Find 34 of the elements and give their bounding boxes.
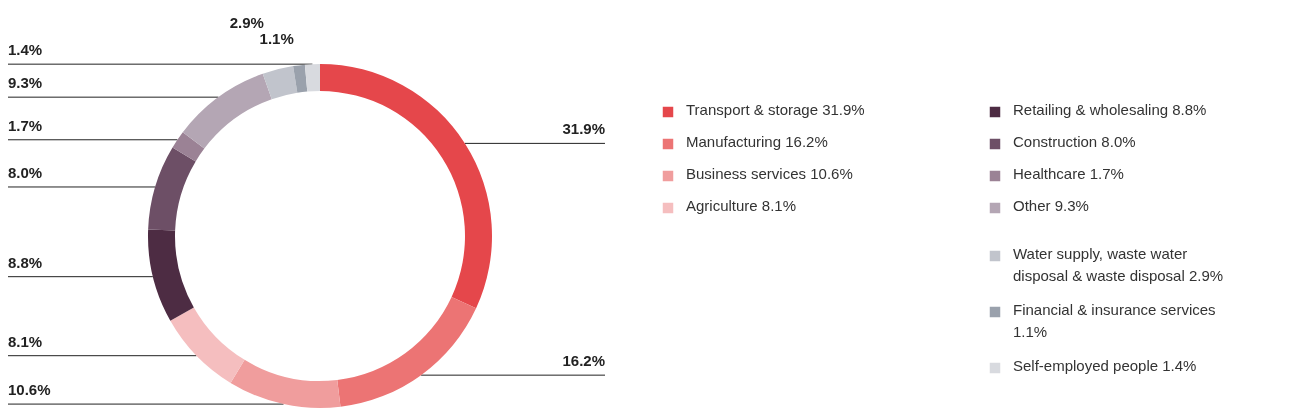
legend-label: Healthcare 1.7% xyxy=(1013,165,1124,182)
legend-label: Construction 8.0% xyxy=(1013,133,1136,150)
data-label: 8.8% xyxy=(8,253,43,271)
legend-label: Business services 10.6% xyxy=(686,165,853,182)
donut-slice xyxy=(230,359,341,408)
data-label: 1.7% xyxy=(8,116,43,134)
donut-slice xyxy=(337,296,477,407)
data-label: 8.1% xyxy=(8,332,43,350)
legend-label: Agriculture 8.1% xyxy=(686,197,797,214)
data-label: 2.9% xyxy=(229,13,264,31)
data-label: 8.0% xyxy=(8,163,43,181)
data-label: 10.6% xyxy=(8,381,51,399)
data-label: 9.3% xyxy=(8,74,43,92)
data-label: 31.9% xyxy=(562,120,605,138)
donut-slice xyxy=(320,64,492,309)
legend-label: Financial & insurance services xyxy=(1013,301,1216,318)
legend-label: Water supply, waste water disposal & waste disposal 2.9% xyxy=(1013,245,1224,284)
data-label: 1.4% xyxy=(8,41,43,59)
text: 1.1% xyxy=(1013,323,1048,340)
donut-slice xyxy=(148,147,196,231)
legend-label: Other 9.3% xyxy=(1013,197,1089,214)
legend-label: Manufacturing 16.2% xyxy=(686,133,828,150)
legend-label: Retailing & wholesaling 8.8% xyxy=(1013,101,1207,118)
donut-slice xyxy=(262,66,298,100)
legend-label: Self-employed people 1.4% xyxy=(1013,357,1197,374)
data-label: 1.1% xyxy=(259,30,294,48)
donut-slice xyxy=(172,132,205,162)
donut-slice xyxy=(148,229,194,321)
donut-slice xyxy=(304,64,320,92)
legend-label: Transport & storage 31.9% xyxy=(686,101,865,118)
donut-slice xyxy=(170,307,245,383)
data-label: 16.2% xyxy=(562,352,605,370)
donut-slice xyxy=(182,73,272,149)
donut-slice xyxy=(293,64,308,93)
